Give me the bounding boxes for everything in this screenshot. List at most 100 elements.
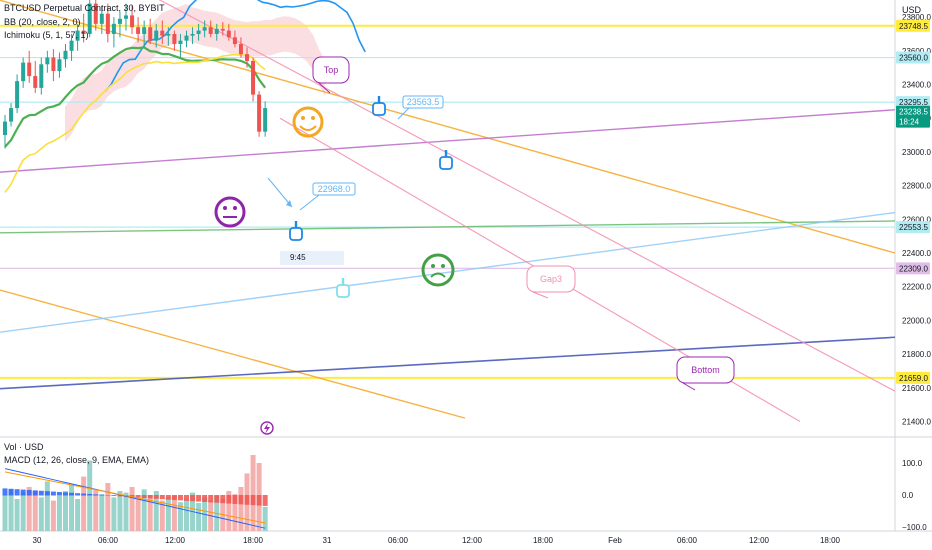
candle-body (39, 64, 44, 88)
y-tick-label: 23800.0 (902, 13, 931, 22)
trend-line (0, 109, 896, 173)
volume-bar (105, 483, 111, 531)
macd-histogram-bar (214, 495, 220, 503)
macd-histogram-bar (159, 495, 165, 500)
volume-bar (117, 491, 123, 531)
callout-text: Bottom (691, 365, 720, 375)
candle-body (15, 81, 20, 109)
trend-line (0, 0, 896, 254)
smiley-face-icon (292, 106, 324, 138)
candle-body (45, 57, 50, 65)
macd-histogram-bar (153, 495, 159, 499)
price-label-text: 21659.0 (899, 374, 928, 383)
callout-pointer (318, 82, 331, 94)
price-label-text: 23748.5 (899, 22, 928, 31)
macd-histogram-bar (69, 492, 75, 496)
callout-box (312, 182, 356, 196)
volume-bar (135, 499, 141, 531)
macd-histogram-bar (171, 495, 177, 500)
y-tick-label: 21600.0 (902, 384, 931, 393)
volume-bar (226, 491, 232, 531)
y-tick-label: 22000.0 (902, 316, 931, 325)
volume-bar (238, 487, 244, 531)
x-tick-label: Feb (608, 536, 622, 545)
x-tick-label: 06:00 (677, 536, 698, 545)
candle-body (257, 94, 262, 132)
volume-bar (20, 492, 26, 531)
ichimoku-legend[interactable]: Ichimoku (5, 1, 57, 1) (4, 30, 89, 40)
volume-legend[interactable]: Vol · USD (4, 442, 44, 452)
callout-box (526, 265, 576, 293)
volume-bar (56, 495, 62, 531)
volume-bar (262, 507, 268, 531)
volume-bar (129, 487, 135, 531)
volume-bar (153, 491, 159, 531)
volume-bar (165, 497, 171, 531)
callout-text: Top (324, 65, 339, 75)
macd-histogram-bar (81, 493, 87, 496)
volume-bar (2, 495, 8, 531)
drawings-layer[interactable]: Top 23563.5 22968.0 Gap3 Bottom (214, 56, 735, 435)
x-tick-label: 06:00 (388, 536, 409, 545)
candle-body (63, 50, 68, 60)
y-tick-label: 22200.0 (902, 283, 931, 292)
trend-line (0, 220, 896, 234)
sad-face-icon (421, 253, 455, 287)
x-tick-label: 12:00 (165, 536, 186, 545)
candle-body (196, 30, 201, 34)
candle-body (184, 35, 189, 41)
chart-grid (0, 0, 932, 532)
price-label-text: 22309.0 (899, 264, 928, 273)
macd-histogram-bar (63, 492, 68, 496)
trend-lines[interactable] (0, 0, 896, 423)
y-tick-label: 23600.0 (902, 47, 931, 56)
candle-body (142, 27, 147, 34)
candle-body (214, 28, 219, 34)
volume-bar (99, 494, 105, 531)
candle-body (202, 27, 207, 31)
timer-label: 9:45 (280, 251, 344, 265)
price-label-text: 23295.5 (899, 98, 928, 107)
pointing-hand-icon (372, 102, 386, 116)
candle-body (57, 59, 62, 72)
macd-histogram-bar (208, 495, 214, 503)
candle-body (3, 121, 7, 136)
price-axis[interactable]: 21400.0 21600.0 21800.0 22000.0 22200.0 22400… (902, 0, 931, 426)
macd-histogram-bar (244, 495, 250, 505)
bb-legend[interactable]: BB (20, close, 2, 0) (4, 17, 81, 27)
candle-body (75, 30, 80, 41)
price-label-text: 18:24 (899, 118, 920, 127)
y-tick-label: 21800.0 (902, 350, 931, 359)
candle-body (190, 33, 195, 36)
trend-line (0, 336, 896, 390)
candle-body (9, 108, 14, 122)
macd-histogram-bar (105, 495, 111, 496)
price-label-bg (896, 221, 930, 234)
trend-line (0, 289, 466, 419)
macd-axis: 100.0 0.0 −100.0 (902, 459, 927, 532)
trend-line (158, 0, 896, 392)
price-label-bg (896, 19, 930, 32)
volume-bar (177, 502, 183, 531)
time-axis[interactable]: 30 06:00 12:00 18:00 31 06:00 12:00 18:00 Feb 06:… (33, 536, 841, 545)
macd-histogram-bar (32, 490, 38, 496)
volume-bar (141, 489, 147, 531)
callout-pointer (682, 382, 696, 391)
macd-histogram-bar (75, 493, 81, 496)
macd-histogram-bar (220, 495, 226, 504)
macd-histogram-bar (111, 495, 117, 497)
sad-face-icon-mouth (430, 272, 446, 278)
trend-line (0, 211, 896, 333)
candle-body (130, 15, 135, 28)
macd-histogram-bar (20, 489, 26, 496)
symbol-legend[interactable]: BTCUSD Perpetual Contract, 30, BYBIT (4, 3, 165, 13)
candle-body (136, 27, 141, 34)
macd-legend[interactable]: MACD (12, 26, close, 9, EMA, EMA) (4, 455, 150, 465)
candle-body (154, 30, 159, 41)
volume-bar (232, 494, 238, 531)
macd-tick-label: 0.0 (902, 491, 914, 500)
candle-body (220, 28, 225, 31)
candlesticks (3, 0, 268, 149)
callout-text: Gap3 (540, 274, 562, 284)
